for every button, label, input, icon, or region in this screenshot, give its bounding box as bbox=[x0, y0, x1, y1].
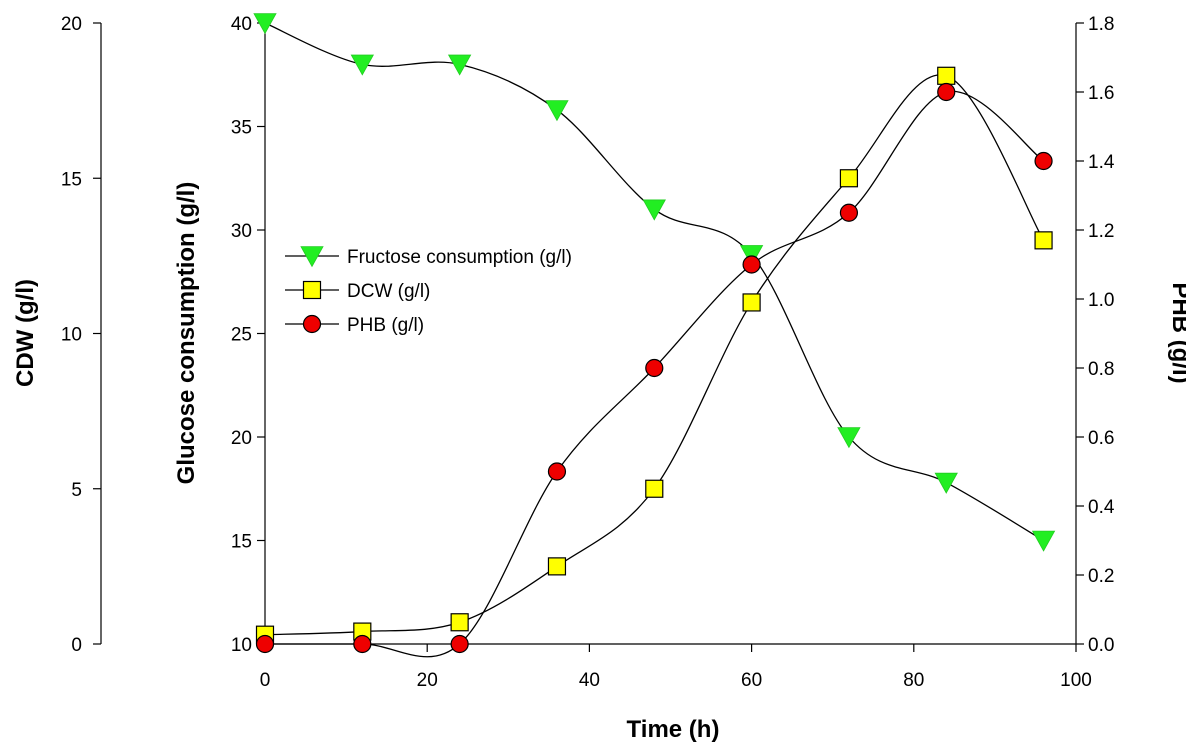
phb-tick-label: 1.8 bbox=[1088, 14, 1114, 35]
x-axis-title: Time (h) bbox=[627, 716, 720, 743]
data-point bbox=[739, 245, 764, 267]
phb-tick-label: 0.8 bbox=[1088, 359, 1114, 380]
data-point bbox=[255, 634, 275, 654]
x-tick-label: 0 bbox=[260, 670, 271, 691]
legend-label: Fructose consumption (g/l) bbox=[347, 247, 572, 268]
data-point bbox=[447, 54, 472, 76]
data-point bbox=[1034, 231, 1053, 250]
axes: 0 20 40 60 80 100 10 15 20 25 30 35 40 0 5 10 15 20 0.0 0.2… bbox=[61, 14, 1115, 691]
data-point bbox=[353, 634, 372, 654]
cdw-axis-title: CDW (g/l) bbox=[12, 279, 39, 387]
data-point bbox=[645, 358, 664, 378]
data-point bbox=[742, 255, 761, 274]
data-point bbox=[1034, 151, 1053, 171]
data-point bbox=[937, 82, 956, 102]
glucose-tick-label: 20 bbox=[231, 428, 252, 449]
series-line bbox=[264, 22, 1044, 542]
phb-tick-label: 0.4 bbox=[1088, 497, 1115, 518]
data-point bbox=[937, 66, 956, 85]
glucose-tick-label: 40 bbox=[231, 14, 252, 35]
legend-marker bbox=[300, 246, 324, 268]
data-point bbox=[839, 203, 859, 222]
series-line bbox=[264, 74, 1045, 636]
x-tick-label: 80 bbox=[903, 670, 924, 691]
glucose-tick-label: 30 bbox=[231, 221, 252, 242]
legend-label: DCW (g/l) bbox=[347, 281, 430, 302]
cdw-tick-label: 0 bbox=[71, 635, 82, 656]
data-point bbox=[350, 54, 374, 76]
x-tick-label: 60 bbox=[741, 670, 762, 691]
data-point bbox=[645, 479, 664, 498]
glucose-tick-label: 35 bbox=[231, 118, 252, 139]
data-point bbox=[547, 557, 567, 576]
data-point bbox=[545, 100, 569, 122]
phb-tick-label: 1.4 bbox=[1088, 152, 1115, 173]
data-point bbox=[642, 199, 666, 221]
legend-marker bbox=[302, 280, 322, 300]
phb-tick-label: 1.6 bbox=[1088, 83, 1114, 104]
data-point bbox=[547, 462, 567, 481]
glucose-tick-label: 10 bbox=[231, 635, 252, 656]
phb-tick-label: 0.0 bbox=[1088, 635, 1114, 656]
data-point bbox=[934, 472, 958, 494]
phb-tick-label: 1.0 bbox=[1088, 290, 1114, 311]
x-tick-label: 40 bbox=[579, 670, 600, 691]
glucose-tick-label: 15 bbox=[231, 532, 252, 553]
data-point bbox=[450, 634, 469, 654]
data-point bbox=[837, 427, 861, 449]
data-point bbox=[450, 613, 469, 632]
legend-label: PHB (g/l) bbox=[347, 315, 424, 336]
phb-tick-label: 0.6 bbox=[1088, 428, 1114, 449]
phb-tick-label: 0.2 bbox=[1088, 566, 1114, 587]
cdw-tick-label: 20 bbox=[61, 14, 82, 35]
legend-marker bbox=[302, 314, 322, 334]
data-point bbox=[742, 293, 761, 312]
glucose-axis-title: Glucose consumption (g/l) bbox=[173, 182, 200, 485]
series-group bbox=[253, 13, 1056, 658]
phb-axis-title: PHB (g/l) bbox=[1167, 282, 1186, 383]
cdw-tick-label: 15 bbox=[61, 169, 82, 190]
x-tick-label: 100 bbox=[1060, 670, 1092, 691]
data-point bbox=[1031, 530, 1056, 552]
x-tick-label: 20 bbox=[417, 670, 438, 691]
glucose-tick-label: 25 bbox=[231, 325, 252, 346]
data-point bbox=[839, 169, 859, 188]
legend: Fructose consumption (g/l) DCW (g/l) PHB (… bbox=[285, 246, 572, 336]
data-point bbox=[253, 13, 277, 35]
cdw-tick-label: 10 bbox=[61, 325, 82, 346]
cdw-tick-label: 5 bbox=[71, 480, 82, 501]
phb-tick-label: 1.2 bbox=[1088, 221, 1114, 242]
